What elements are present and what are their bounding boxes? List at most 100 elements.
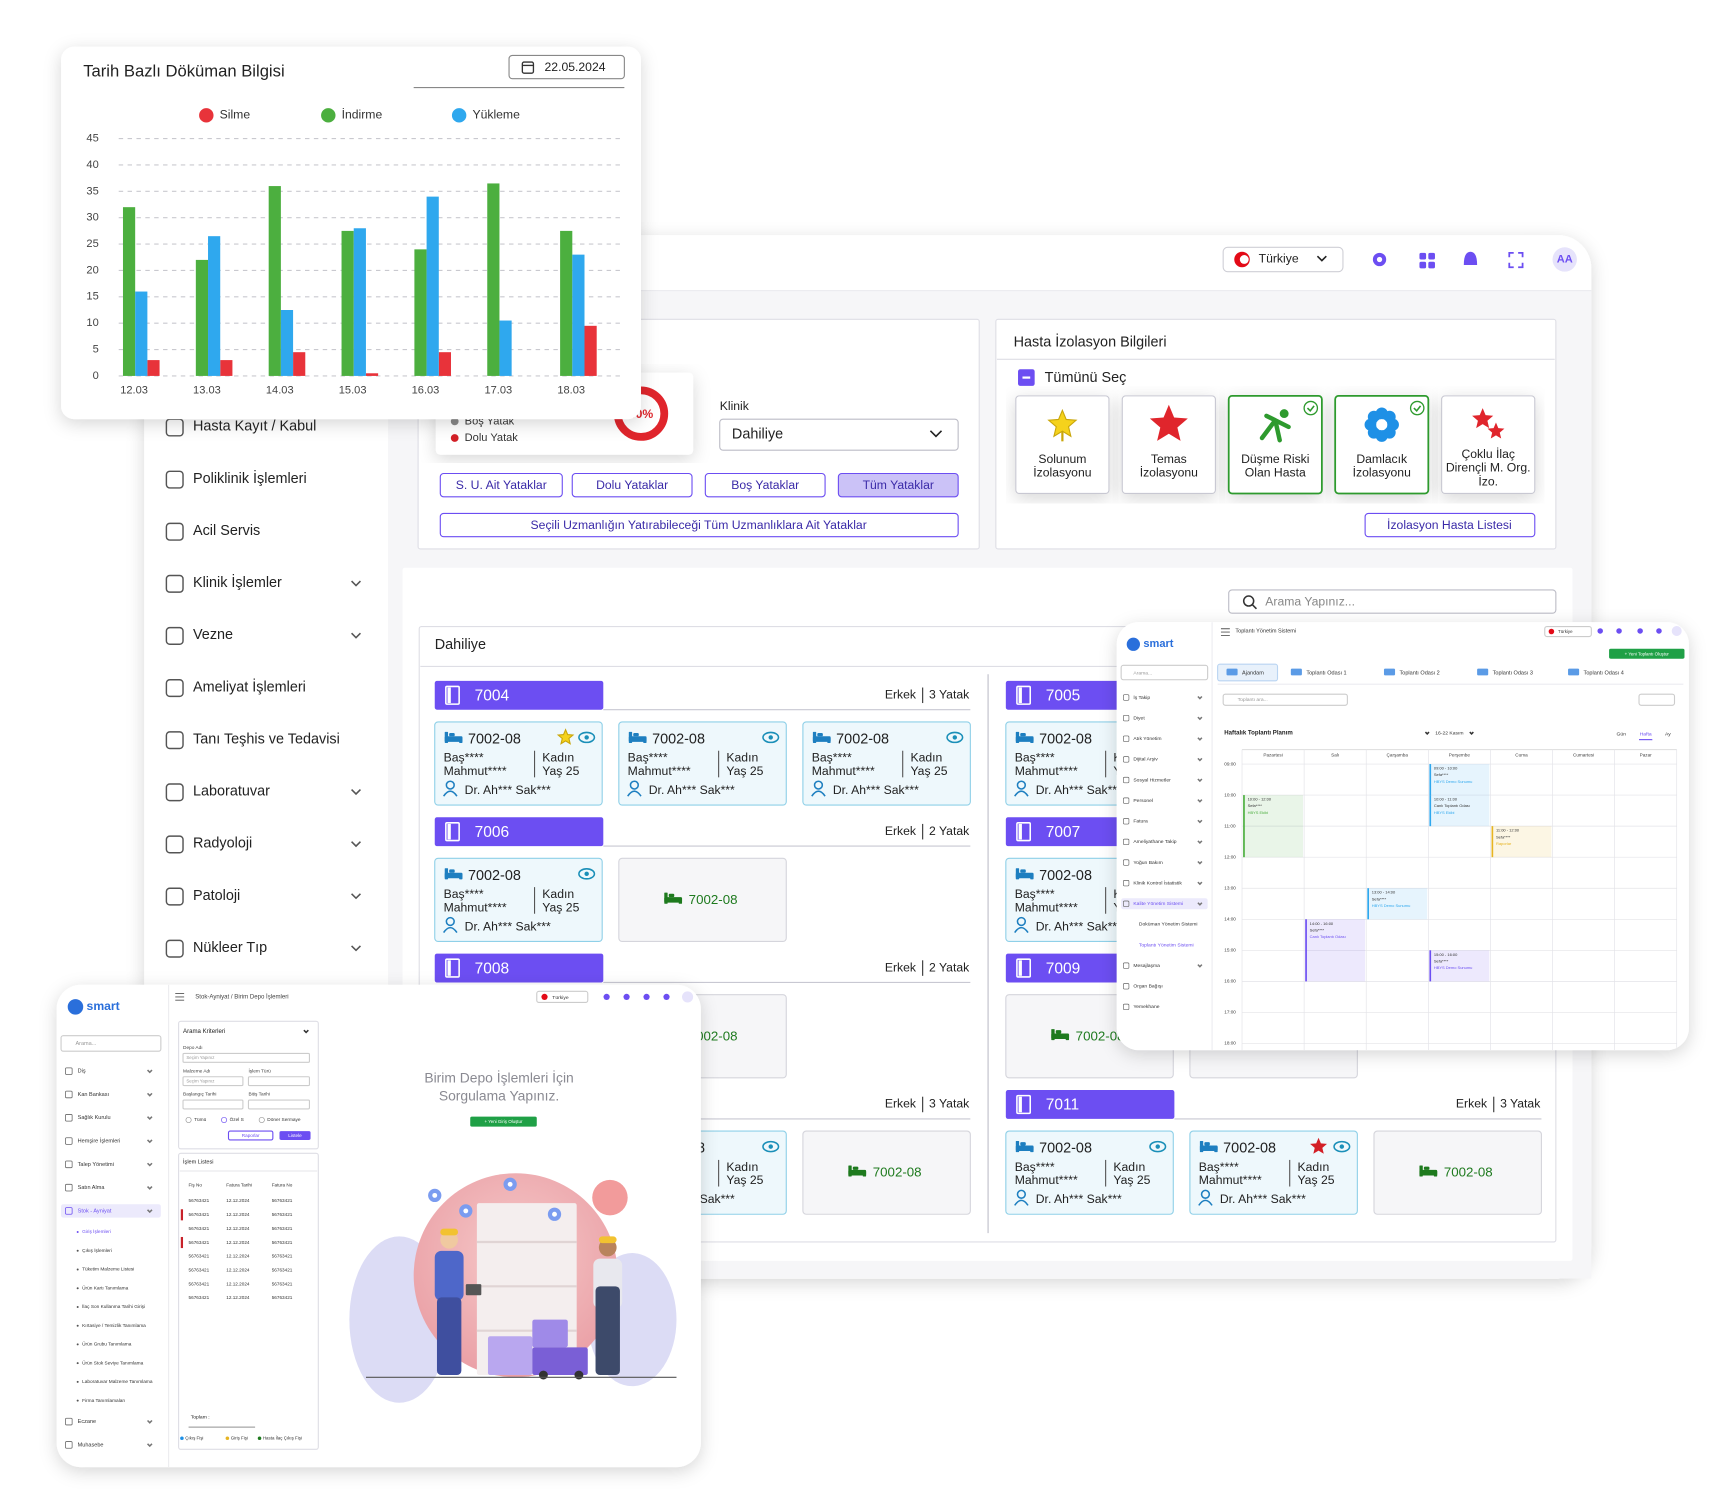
label[interactable]: Laboratuvar Malzeme Tanımlama	[82, 1379, 153, 1385]
label[interactable]: Dolu Yataklar	[596, 478, 668, 492]
meeting-event[interactable]	[1243, 795, 1304, 858]
menu-item[interactable]: Patoloji	[193, 888, 240, 904]
bed-card-empty[interactable]	[802, 1130, 971, 1215]
label[interactable]: Yemekhane	[1133, 1004, 1159, 1010]
filter-button[interactable]	[571, 472, 693, 498]
label[interactable]: Dijital Arşiv	[1133, 757, 1158, 763]
label[interactable]: Kalite Yönetim Sistemi	[1133, 901, 1183, 907]
label[interactable]: Toplantı Odası 4	[1584, 671, 1624, 677]
bed-card[interactable]	[1005, 1130, 1174, 1215]
label: 56763421	[272, 1281, 293, 1286]
label[interactable]: Giriş İşlemleri	[82, 1228, 111, 1235]
menu-item[interactable]: Poliklinik İşlemleri	[193, 469, 307, 487]
menu-item[interactable]: Acil Servis	[193, 523, 260, 539]
menu-item[interactable]: Klinik İşlemler	[193, 573, 282, 591]
menu-item[interactable]: Tanı Teşhis ve Tedavisi	[193, 731, 340, 747]
isolation-item[interactable]	[1015, 395, 1110, 495]
label: İşlem Türü	[248, 1067, 271, 1074]
bed-card[interactable]	[434, 857, 603, 943]
bed-card[interactable]	[618, 721, 787, 806]
label[interactable]: Sosyal Hizmetler	[1133, 777, 1171, 783]
label[interactable]: Yoğun Bakım	[1133, 860, 1162, 866]
label[interactable]: Doküman Yönetim Sistemi	[1139, 922, 1198, 928]
label[interactable]: Kan Bankası	[78, 1092, 110, 1098]
date-box[interactable]	[508, 54, 625, 80]
star-icon	[1310, 1137, 1327, 1154]
menu-item[interactable]: Hasta Kayıt / Kabul	[193, 419, 316, 435]
label[interactable]: Ajandam	[1242, 671, 1264, 677]
meeting-event[interactable]	[1429, 950, 1490, 982]
menu-item[interactable]: Ameliyat İşlemleri	[193, 677, 306, 695]
label[interactable]: Diyet	[1133, 715, 1145, 721]
ward-search[interactable]	[1228, 589, 1557, 614]
legend-dot	[451, 108, 467, 123]
label[interactable]: S. U. Ait Yataklar	[456, 478, 547, 492]
meeting-event[interactable]	[1429, 795, 1490, 827]
label[interactable]: Kırtasiye / Temizlik Tanımlama	[82, 1323, 146, 1329]
bed-card-empty[interactable]	[618, 857, 787, 943]
label[interactable]: Seçili Uzmanlığın Yatırabileceği Tüm Uzm…	[531, 518, 867, 532]
label[interactable]: Personel	[1133, 798, 1153, 804]
label[interactable]: Ameliyathane Takip	[1133, 839, 1176, 845]
label[interactable]: İzolasyon Hasta Listesi	[1387, 518, 1512, 532]
new-entry-button[interactable]	[470, 1116, 537, 1127]
label[interactable]: Ürün Kartı Tanımlama	[82, 1284, 128, 1291]
label[interactable]: Eczane	[78, 1419, 96, 1425]
check-mark	[1306, 405, 1315, 413]
isolation-item[interactable]	[1334, 394, 1430, 495]
label[interactable]: Ürün Grubu Tanımlama	[82, 1341, 132, 1348]
label[interactable]: Atık Yönetim	[1133, 736, 1161, 742]
filter-button[interactable]	[704, 472, 826, 498]
menu-icon	[1123, 756, 1130, 763]
label[interactable]: Çıkış İşlemleri	[82, 1247, 112, 1254]
label[interactable]: Stok - Ayniyat	[78, 1208, 112, 1214]
label[interactable]: Ürün Stok Seviye Tanımlama	[82, 1359, 144, 1366]
menu-item[interactable]: Radyoloji	[193, 836, 252, 852]
menu-item[interactable]: Vezne	[193, 627, 233, 643]
label[interactable]: Toplantı Odası 2	[1399, 671, 1439, 677]
isolation-item[interactable]	[1441, 395, 1536, 495]
new-meeting-button[interactable]	[1609, 648, 1685, 659]
isolation-list-button[interactable]	[1364, 512, 1536, 538]
label[interactable]: Fatura	[1133, 819, 1148, 825]
meeting-event[interactable]	[1305, 919, 1366, 982]
label[interactable]: Tüm Yataklar	[863, 478, 934, 492]
label[interactable]: Toplantı Yönetim Sistemi	[1139, 942, 1194, 948]
meeting-event[interactable]	[1491, 826, 1552, 858]
label[interactable]: Boş Yataklar	[731, 478, 799, 492]
bed-icon	[1423, 1166, 1430, 1170]
isolation-item[interactable]	[1227, 394, 1323, 495]
label[interactable]: Sağlık Kurulu	[78, 1115, 111, 1121]
label[interactable]: İlaç Son Kullanma Tarihi Girişi	[82, 1303, 145, 1310]
label[interactable]: Firma Tanımlamaları	[82, 1398, 125, 1404]
meeting-event[interactable]	[1367, 888, 1428, 920]
menu-item[interactable]: Nükleer Tıp	[193, 940, 267, 956]
label[interactable]: Mesajlaşma	[1133, 963, 1160, 969]
label[interactable]: Tüketim Malzeme Listesi	[82, 1267, 134, 1273]
label[interactable]: Toplantı Odası 1	[1306, 671, 1346, 677]
menu-item[interactable]: Laboratuvar	[193, 784, 270, 800]
label: Giriş Fişi	[231, 1435, 248, 1440]
label[interactable]: Hemşire İşlemleri	[78, 1138, 121, 1145]
label[interactable]: Talep Yönetimi	[78, 1162, 114, 1168]
bed-card[interactable]	[802, 721, 971, 806]
label[interactable]: Muhasebe	[78, 1442, 104, 1448]
clinic-select[interactable]	[719, 418, 959, 451]
menu-icon	[1123, 715, 1130, 722]
label[interactable]: İş Takip	[1133, 694, 1150, 701]
label[interactable]: Toplantı Odası 3	[1493, 671, 1533, 677]
meeting-event[interactable]	[1429, 764, 1490, 796]
filter-button[interactable]	[837, 472, 959, 498]
report-button[interactable]	[227, 1130, 274, 1141]
bed-card[interactable]	[434, 721, 603, 806]
label[interactable]: Diş	[78, 1069, 86, 1075]
list-button[interactable]	[279, 1131, 311, 1140]
bed-card-empty[interactable]	[1373, 1130, 1542, 1215]
isolation-item[interactable]	[1121, 395, 1216, 495]
language-select[interactable]	[1222, 246, 1344, 273]
label[interactable]: Satın Alma	[78, 1185, 106, 1191]
label[interactable]: Organ Bağışı	[1133, 984, 1162, 990]
label[interactable]: Klinik Kontrol İstatistik	[1133, 879, 1182, 886]
filter-button[interactable]	[439, 472, 563, 498]
wide-button[interactable]	[439, 512, 959, 538]
